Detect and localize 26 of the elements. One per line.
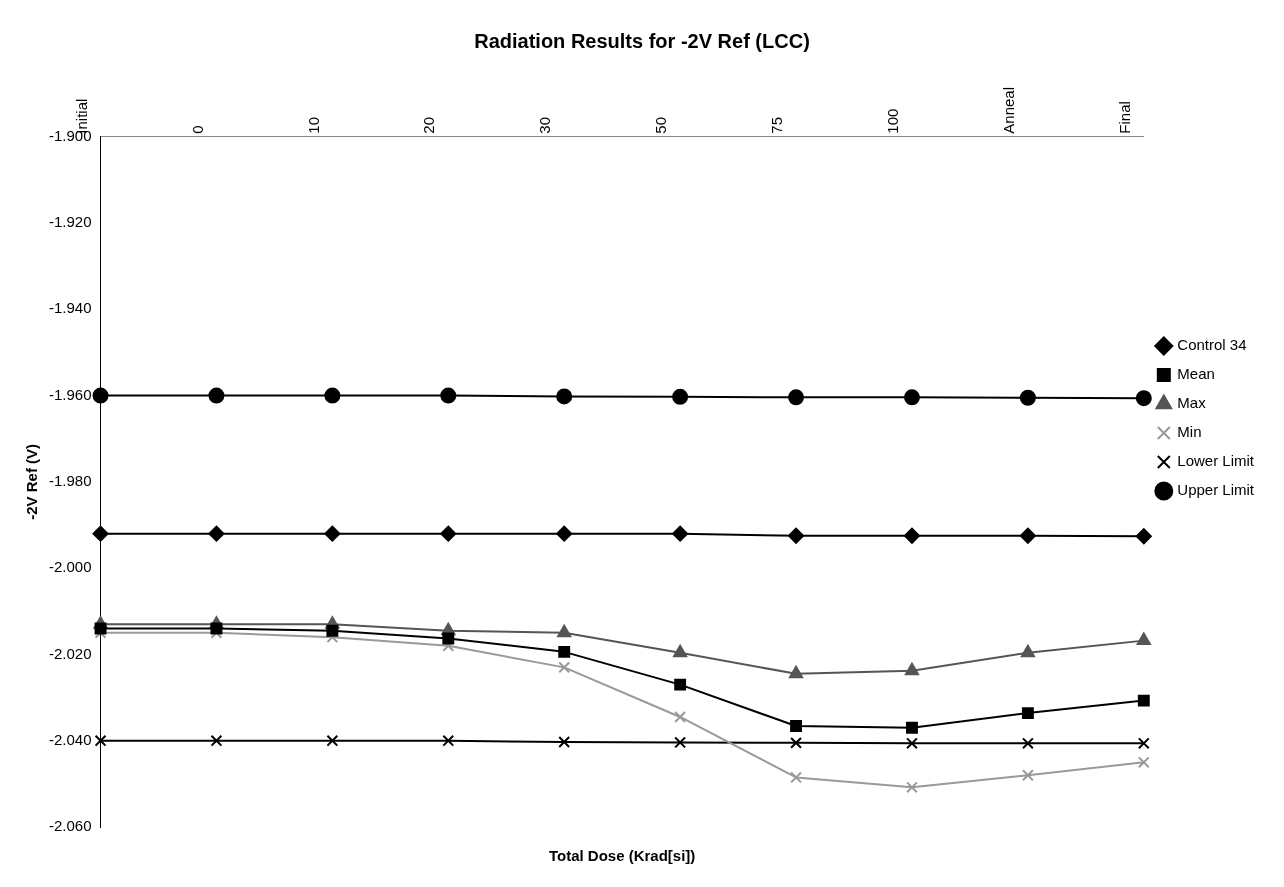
x-axis-title: Total Dose (Krad[si]) xyxy=(548,846,696,864)
x-tick-label: 50 xyxy=(652,117,670,134)
y-tick-label: -1.980 xyxy=(48,471,92,489)
y-axis-title: -2V Ref (V) xyxy=(23,443,41,520)
x-tick-label: 100 xyxy=(884,108,902,134)
x-tick-label: 30 xyxy=(536,117,554,134)
x-tick-label: 20 xyxy=(420,117,438,134)
chart-title: Radiation Results for -2V Ref (LCC) xyxy=(474,29,810,52)
y-tick-label: -2.000 xyxy=(48,558,92,576)
legend-label: Min xyxy=(1177,423,1202,441)
y-tick-label: -1.940 xyxy=(48,299,92,317)
legend-label: Max xyxy=(1177,394,1207,412)
legend-label: Control 34 xyxy=(1177,336,1247,354)
x-tick-label: 10 xyxy=(304,117,322,134)
y-tick-label: -2.020 xyxy=(48,644,92,662)
y-tick-label: -1.960 xyxy=(48,385,92,403)
x-tick-label: Final xyxy=(1115,101,1133,134)
x-tick-label: Anneal xyxy=(1000,86,1018,134)
y-tick-label: -2.060 xyxy=(48,817,92,835)
legend-label: Lower Limit xyxy=(1177,452,1255,470)
legend-label: Upper Limit xyxy=(1177,481,1255,499)
x-tick-label: 75 xyxy=(768,117,786,134)
x-tick-label: 0 xyxy=(188,125,206,134)
y-tick-label: -1.920 xyxy=(48,213,92,231)
y-tick-label: -2.040 xyxy=(48,730,92,748)
legend-label: Mean xyxy=(1177,365,1215,383)
